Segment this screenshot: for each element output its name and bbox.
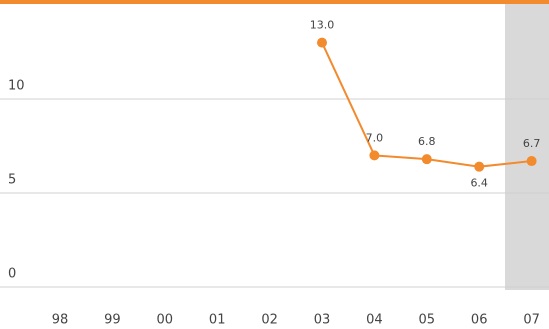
value-label: 6.8	[418, 135, 436, 148]
x-tick-label: 99	[104, 313, 121, 328]
point	[474, 161, 485, 172]
x-tick-label: 02	[261, 313, 278, 328]
point	[317, 37, 327, 48]
y-tick-label: 10	[8, 79, 25, 94]
value-label: 6.4	[470, 177, 488, 190]
y-tick-label: 0	[8, 267, 16, 282]
x-tick-label: 05	[419, 313, 436, 328]
x-tick-label: 03	[314, 313, 331, 328]
x-tick-label: 01	[209, 313, 226, 328]
value-label: 7.0	[366, 131, 384, 144]
point	[526, 156, 537, 167]
value-label: 13.0	[310, 19, 335, 32]
top-rule	[0, 0, 549, 4]
x-tick-label: 07	[523, 313, 540, 328]
x-tick-label: 00	[157, 313, 174, 328]
point	[421, 154, 432, 165]
y-tick-label: 5	[8, 173, 16, 188]
x-tick-label: 04	[366, 313, 383, 328]
value-label: 6.7	[523, 137, 541, 150]
point	[369, 150, 380, 161]
highlight-band	[505, 4, 549, 290]
x-tick-label: 98	[52, 313, 69, 328]
x-tick-label: 06	[471, 313, 488, 328]
